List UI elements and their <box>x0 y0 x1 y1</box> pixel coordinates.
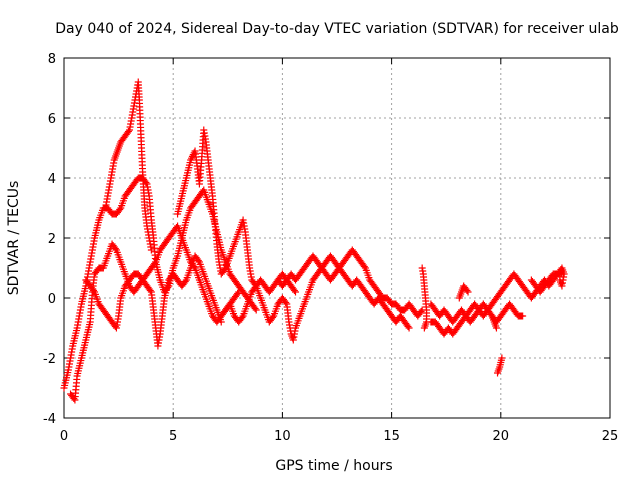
data-point <box>282 299 290 306</box>
data-point <box>556 276 564 284</box>
data-point <box>269 314 277 321</box>
data-point <box>111 245 119 252</box>
x-tick-label: 10 <box>274 429 291 444</box>
tick-labels: 0 5 10 15 20 25 -4 -2 0 2 4 6 8 <box>43 52 618 444</box>
y-tick-label: 4 <box>48 172 56 187</box>
data-point <box>146 287 154 294</box>
data-point <box>111 323 119 330</box>
y-tick-label: 2 <box>48 232 56 247</box>
data-point <box>420 324 428 332</box>
y-tick-label: -4 <box>43 412 56 427</box>
x-tick-label: 0 <box>60 429 68 444</box>
data-point <box>290 287 298 294</box>
data-point <box>519 312 527 320</box>
data-point <box>238 314 246 321</box>
data-point <box>463 287 471 294</box>
data-point <box>147 246 155 254</box>
data-point <box>464 288 472 296</box>
x-tick-label: 20 <box>493 429 510 444</box>
data-point <box>221 266 229 273</box>
x-tick-label: 5 <box>169 429 177 444</box>
data-points <box>60 78 568 404</box>
y-tick-label: 6 <box>48 112 56 127</box>
tick-marks <box>63 57 611 419</box>
data-point <box>124 128 132 135</box>
data-point <box>360 263 368 270</box>
chart-title: Day 040 of 2024, Sidereal Day-to-day VTE… <box>55 21 619 37</box>
data-point <box>116 206 124 213</box>
data-point <box>417 308 425 315</box>
y-tick-label: 0 <box>48 292 56 307</box>
data-point <box>235 288 243 296</box>
x-axis-label: GPS time / hours <box>275 458 392 474</box>
data-point <box>181 278 189 285</box>
data-point <box>151 260 159 267</box>
x-tick-label: 25 <box>602 429 619 444</box>
data-point <box>194 257 202 264</box>
data-point <box>217 318 225 326</box>
data-point <box>292 288 300 296</box>
y-axis-label: SDTVAR / TECUs <box>6 181 22 296</box>
data-point <box>251 305 259 312</box>
x-tick-label: 15 <box>383 429 400 444</box>
data-point <box>498 354 506 362</box>
data-point <box>89 287 97 294</box>
data-point <box>252 306 260 314</box>
data-point <box>404 323 412 330</box>
y-tick-label: -2 <box>43 352 56 367</box>
data-point <box>405 324 413 332</box>
data-point <box>492 324 500 332</box>
data-point <box>234 290 242 297</box>
y-tick-label: 8 <box>48 52 56 67</box>
